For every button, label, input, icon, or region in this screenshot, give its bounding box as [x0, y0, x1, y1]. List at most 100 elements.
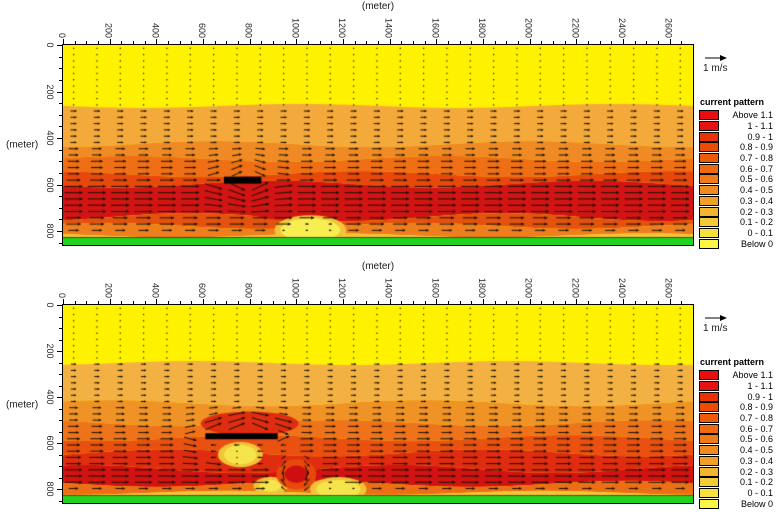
legend-entry: 0.5 - 0.6: [699, 434, 777, 445]
scale-arrow-icon: [705, 55, 727, 61]
legend-entry: Below 0: [699, 238, 777, 249]
legend-swatch: [699, 217, 719, 228]
legend-title: current pattern: [700, 97, 765, 107]
legend-entry: 0.4 - 0.5: [699, 185, 777, 196]
x-tick-label: 1000: [290, 277, 301, 298]
legend-entry: 0.9 - 1: [699, 391, 777, 402]
x-tick-label: 0: [57, 32, 67, 38]
legend-entry: 0.2 - 0.3: [699, 206, 777, 217]
legend-swatch: [699, 445, 719, 456]
legend-swatch: [699, 206, 719, 217]
x-tick-label: 200: [103, 22, 114, 38]
x-tick-label: 2600: [663, 17, 674, 38]
legend-entry-label: 0.3 - 0.4: [739, 195, 773, 206]
legend-entry-label: Above 1.1: [732, 370, 773, 381]
legend-entry: 0 - 0.1: [699, 227, 777, 239]
legend-swatch: [699, 466, 719, 477]
legend-entry-label: 0.4 - 0.5: [739, 185, 773, 196]
panel-lower: (meter) (meter) 0 200 400 600 800 1000 1200 140…: [0, 260, 778, 520]
x-tick-label: 2200: [570, 17, 581, 38]
y-axis-title: (meter): [6, 399, 39, 411]
y-tick-label: 400: [45, 389, 55, 405]
legend-swatch: [699, 142, 719, 153]
x-tick-label: 1400: [383, 277, 394, 298]
legend-swatch: [699, 498, 719, 509]
legend-swatch: [699, 381, 719, 392]
x-tick-label: 800: [243, 282, 254, 298]
legend-entry-label: Above 1.1: [732, 110, 773, 121]
legend-entry: 0.1 - 0.2: [699, 217, 777, 228]
legend-entry: 0.9 - 1: [699, 131, 777, 142]
legend-entry-label: 0.6 - 0.7: [739, 423, 773, 434]
legend-swatch: [699, 227, 719, 238]
legend-entry-label: 0 - 0.1: [747, 227, 773, 238]
x-tick-label: 2600: [663, 277, 674, 298]
legend-entry: Above 1.1: [699, 370, 777, 381]
x-tick-label: 0: [57, 292, 67, 298]
legend-entry-label: 0.3 - 0.4: [739, 455, 773, 466]
legend-entry-label: 0.8 - 0.9: [739, 402, 773, 413]
legend-entry: 0 - 0.1: [699, 487, 777, 499]
x-tick-label: 1200: [337, 277, 347, 298]
y-tick-label: 600: [45, 176, 55, 193]
legend-entry: 1 - 1.1: [699, 121, 777, 132]
legend-entry-label: Below 0: [740, 498, 773, 509]
legend-entry-label: 0.2 - 0.3: [739, 206, 773, 217]
x-tick-label: 200: [103, 282, 114, 298]
x-tick-label: 2400: [617, 277, 627, 298]
legend-entry-label: Below 0: [740, 238, 773, 249]
x-tick-label: 400: [150, 282, 161, 298]
y-tick-label: 200: [45, 343, 55, 359]
legend-entry: 0.2 - 0.3: [699, 466, 777, 477]
x-tick-label: 1000: [290, 17, 301, 38]
x-tick-label: 2200: [570, 277, 581, 298]
legend-entry: 0.8 - 0.9: [699, 402, 777, 413]
x-tick-label: 1800: [477, 277, 487, 298]
x-tick-label: 600: [197, 282, 207, 298]
legend-entry-label: 0.5 - 0.6: [739, 434, 773, 445]
x-tick-label: 1400: [383, 17, 394, 38]
current-field-plot: [62, 304, 694, 504]
x-tick-label: 600: [197, 22, 207, 38]
legend-swatch: [699, 455, 719, 466]
legend-swatch: [699, 121, 719, 132]
legend-entry-label: 0.5 - 0.6: [739, 174, 773, 185]
y-tick-label: 0: [45, 42, 55, 48]
legend-swatch: [699, 163, 719, 174]
legend-entry: 0.6 - 0.7: [699, 423, 777, 434]
legend-swatch: [699, 477, 719, 488]
y-axis-title: (meter): [6, 139, 39, 151]
current-field-canvas: [63, 305, 693, 503]
x-axis-title: (meter): [361, 1, 395, 12]
x-tick-label: 2000: [523, 17, 534, 38]
legend-title: current pattern: [700, 357, 765, 367]
legend: current pattern Above 1.1 1 - 1.1 0.9 - 1 0…: [699, 97, 777, 249]
x-tick-label: 800: [243, 22, 254, 38]
legend-entry: 0.4 - 0.5: [699, 445, 777, 456]
legend-entry-label: 0.2 - 0.3: [739, 466, 773, 477]
x-tick-label: 1600: [430, 17, 441, 38]
legend-entry-label: 0.9 - 1: [747, 131, 773, 142]
legend-entry: 0.3 - 0.4: [699, 195, 777, 207]
x-tick-label: 2000: [523, 277, 534, 298]
scale-arrow-label: 1 m/s: [703, 63, 728, 74]
legend-entry: 0.5 - 0.6: [699, 174, 777, 185]
y-tick-label: 200: [45, 83, 55, 100]
legend-entry: 1 - 1.1: [699, 381, 777, 392]
legend-entry: 0.6 - 0.7: [699, 163, 777, 174]
legend-swatch: [699, 195, 719, 206]
legend-entry: 0.7 - 0.8: [699, 413, 777, 424]
y-tick-label: 800: [45, 481, 55, 497]
scale-arrow-icon: [705, 315, 727, 321]
legend-swatch: [699, 153, 719, 164]
y-tick-label: 400: [45, 130, 55, 146]
legend-entry: 0.3 - 0.4: [699, 455, 777, 467]
panel-upper: (meter) (meter) 0 200 400 600 800 1000 1200 140…: [0, 0, 778, 260]
scale-arrow-label: 1 m/s: [703, 323, 728, 334]
legend-swatch: [699, 434, 719, 445]
legend-entries: Above 1.1 1 - 1.1 0.9 - 1 0.8 - 0.9 0.7 - 0.…: [699, 370, 777, 509]
x-tick-label: 1600: [430, 277, 441, 298]
legend-swatch: [699, 391, 719, 402]
x-tick-label: 400: [150, 22, 161, 38]
